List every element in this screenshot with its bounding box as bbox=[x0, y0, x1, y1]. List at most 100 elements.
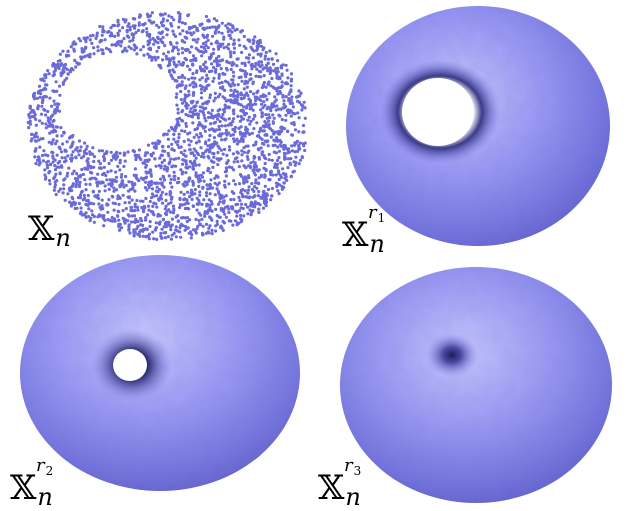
point bbox=[235, 210, 239, 214]
point bbox=[222, 221, 226, 225]
point bbox=[153, 228, 158, 232]
point bbox=[191, 181, 195, 185]
point bbox=[240, 192, 244, 196]
point bbox=[227, 42, 231, 46]
point bbox=[204, 49, 208, 54]
point bbox=[185, 166, 189, 170]
point bbox=[289, 98, 293, 102]
point bbox=[223, 124, 227, 128]
point bbox=[216, 117, 220, 121]
point bbox=[62, 160, 67, 164]
point bbox=[133, 202, 137, 206]
point bbox=[101, 51, 105, 56]
point bbox=[176, 107, 180, 111]
point bbox=[26, 120, 30, 125]
point bbox=[123, 46, 127, 50]
point bbox=[211, 128, 216, 132]
point bbox=[183, 149, 187, 153]
point bbox=[207, 70, 212, 74]
point bbox=[292, 123, 296, 127]
point bbox=[206, 46, 210, 50]
point bbox=[217, 112, 221, 116]
point bbox=[267, 152, 271, 157]
point bbox=[204, 40, 208, 44]
point bbox=[62, 187, 66, 191]
point bbox=[207, 226, 211, 230]
point bbox=[212, 17, 216, 21]
point bbox=[201, 224, 205, 228]
point bbox=[203, 141, 208, 146]
point bbox=[93, 194, 97, 198]
point bbox=[273, 104, 277, 108]
point bbox=[194, 231, 198, 235]
point bbox=[192, 135, 196, 139]
point bbox=[42, 149, 46, 153]
point bbox=[58, 93, 62, 97]
point bbox=[275, 136, 279, 140]
point bbox=[149, 196, 154, 200]
point bbox=[211, 25, 215, 29]
point bbox=[250, 187, 255, 191]
point bbox=[251, 168, 255, 172]
point bbox=[255, 121, 259, 125]
point bbox=[247, 164, 251, 168]
point bbox=[30, 132, 34, 136]
point bbox=[277, 192, 281, 196]
point bbox=[228, 50, 232, 54]
point bbox=[153, 157, 157, 161]
point bbox=[238, 43, 242, 47]
point bbox=[178, 116, 182, 120]
point-cloud-points bbox=[26, 11, 307, 241]
point bbox=[282, 181, 286, 185]
point bbox=[227, 207, 231, 211]
point bbox=[177, 60, 181, 64]
point bbox=[192, 90, 196, 95]
point bbox=[240, 68, 244, 73]
point bbox=[151, 204, 155, 208]
point bbox=[182, 192, 186, 196]
point bbox=[191, 72, 195, 76]
point bbox=[55, 139, 59, 143]
point bbox=[184, 112, 188, 117]
point bbox=[178, 32, 182, 36]
point bbox=[73, 58, 77, 63]
point bbox=[86, 193, 90, 198]
point bbox=[232, 137, 236, 141]
point bbox=[162, 231, 166, 235]
point bbox=[152, 42, 156, 46]
point bbox=[211, 114, 215, 119]
point bbox=[299, 91, 303, 95]
point bbox=[66, 72, 70, 76]
point bbox=[52, 188, 57, 192]
point bbox=[240, 153, 244, 157]
point bbox=[180, 83, 184, 87]
point bbox=[183, 129, 187, 133]
point bbox=[159, 197, 164, 201]
point bbox=[82, 55, 86, 59]
point bbox=[249, 119, 253, 123]
point bbox=[34, 123, 38, 127]
point bbox=[43, 83, 48, 87]
point bbox=[246, 205, 250, 209]
point bbox=[203, 116, 207, 120]
point bbox=[157, 45, 161, 50]
point bbox=[122, 185, 126, 189]
point bbox=[53, 164, 57, 168]
point bbox=[170, 142, 174, 146]
point bbox=[292, 160, 296, 164]
point bbox=[168, 160, 172, 164]
point bbox=[170, 15, 174, 19]
point bbox=[145, 27, 149, 31]
torus-r2-hole bbox=[113, 349, 147, 381]
point bbox=[61, 142, 65, 146]
point bbox=[254, 181, 258, 185]
point bbox=[85, 144, 89, 148]
point bbox=[246, 118, 250, 122]
point bbox=[61, 69, 65, 73]
point bbox=[167, 57, 171, 61]
point bbox=[247, 132, 251, 136]
point bbox=[207, 231, 211, 235]
point bbox=[198, 78, 202, 82]
point bbox=[227, 182, 231, 186]
point bbox=[221, 112, 225, 117]
